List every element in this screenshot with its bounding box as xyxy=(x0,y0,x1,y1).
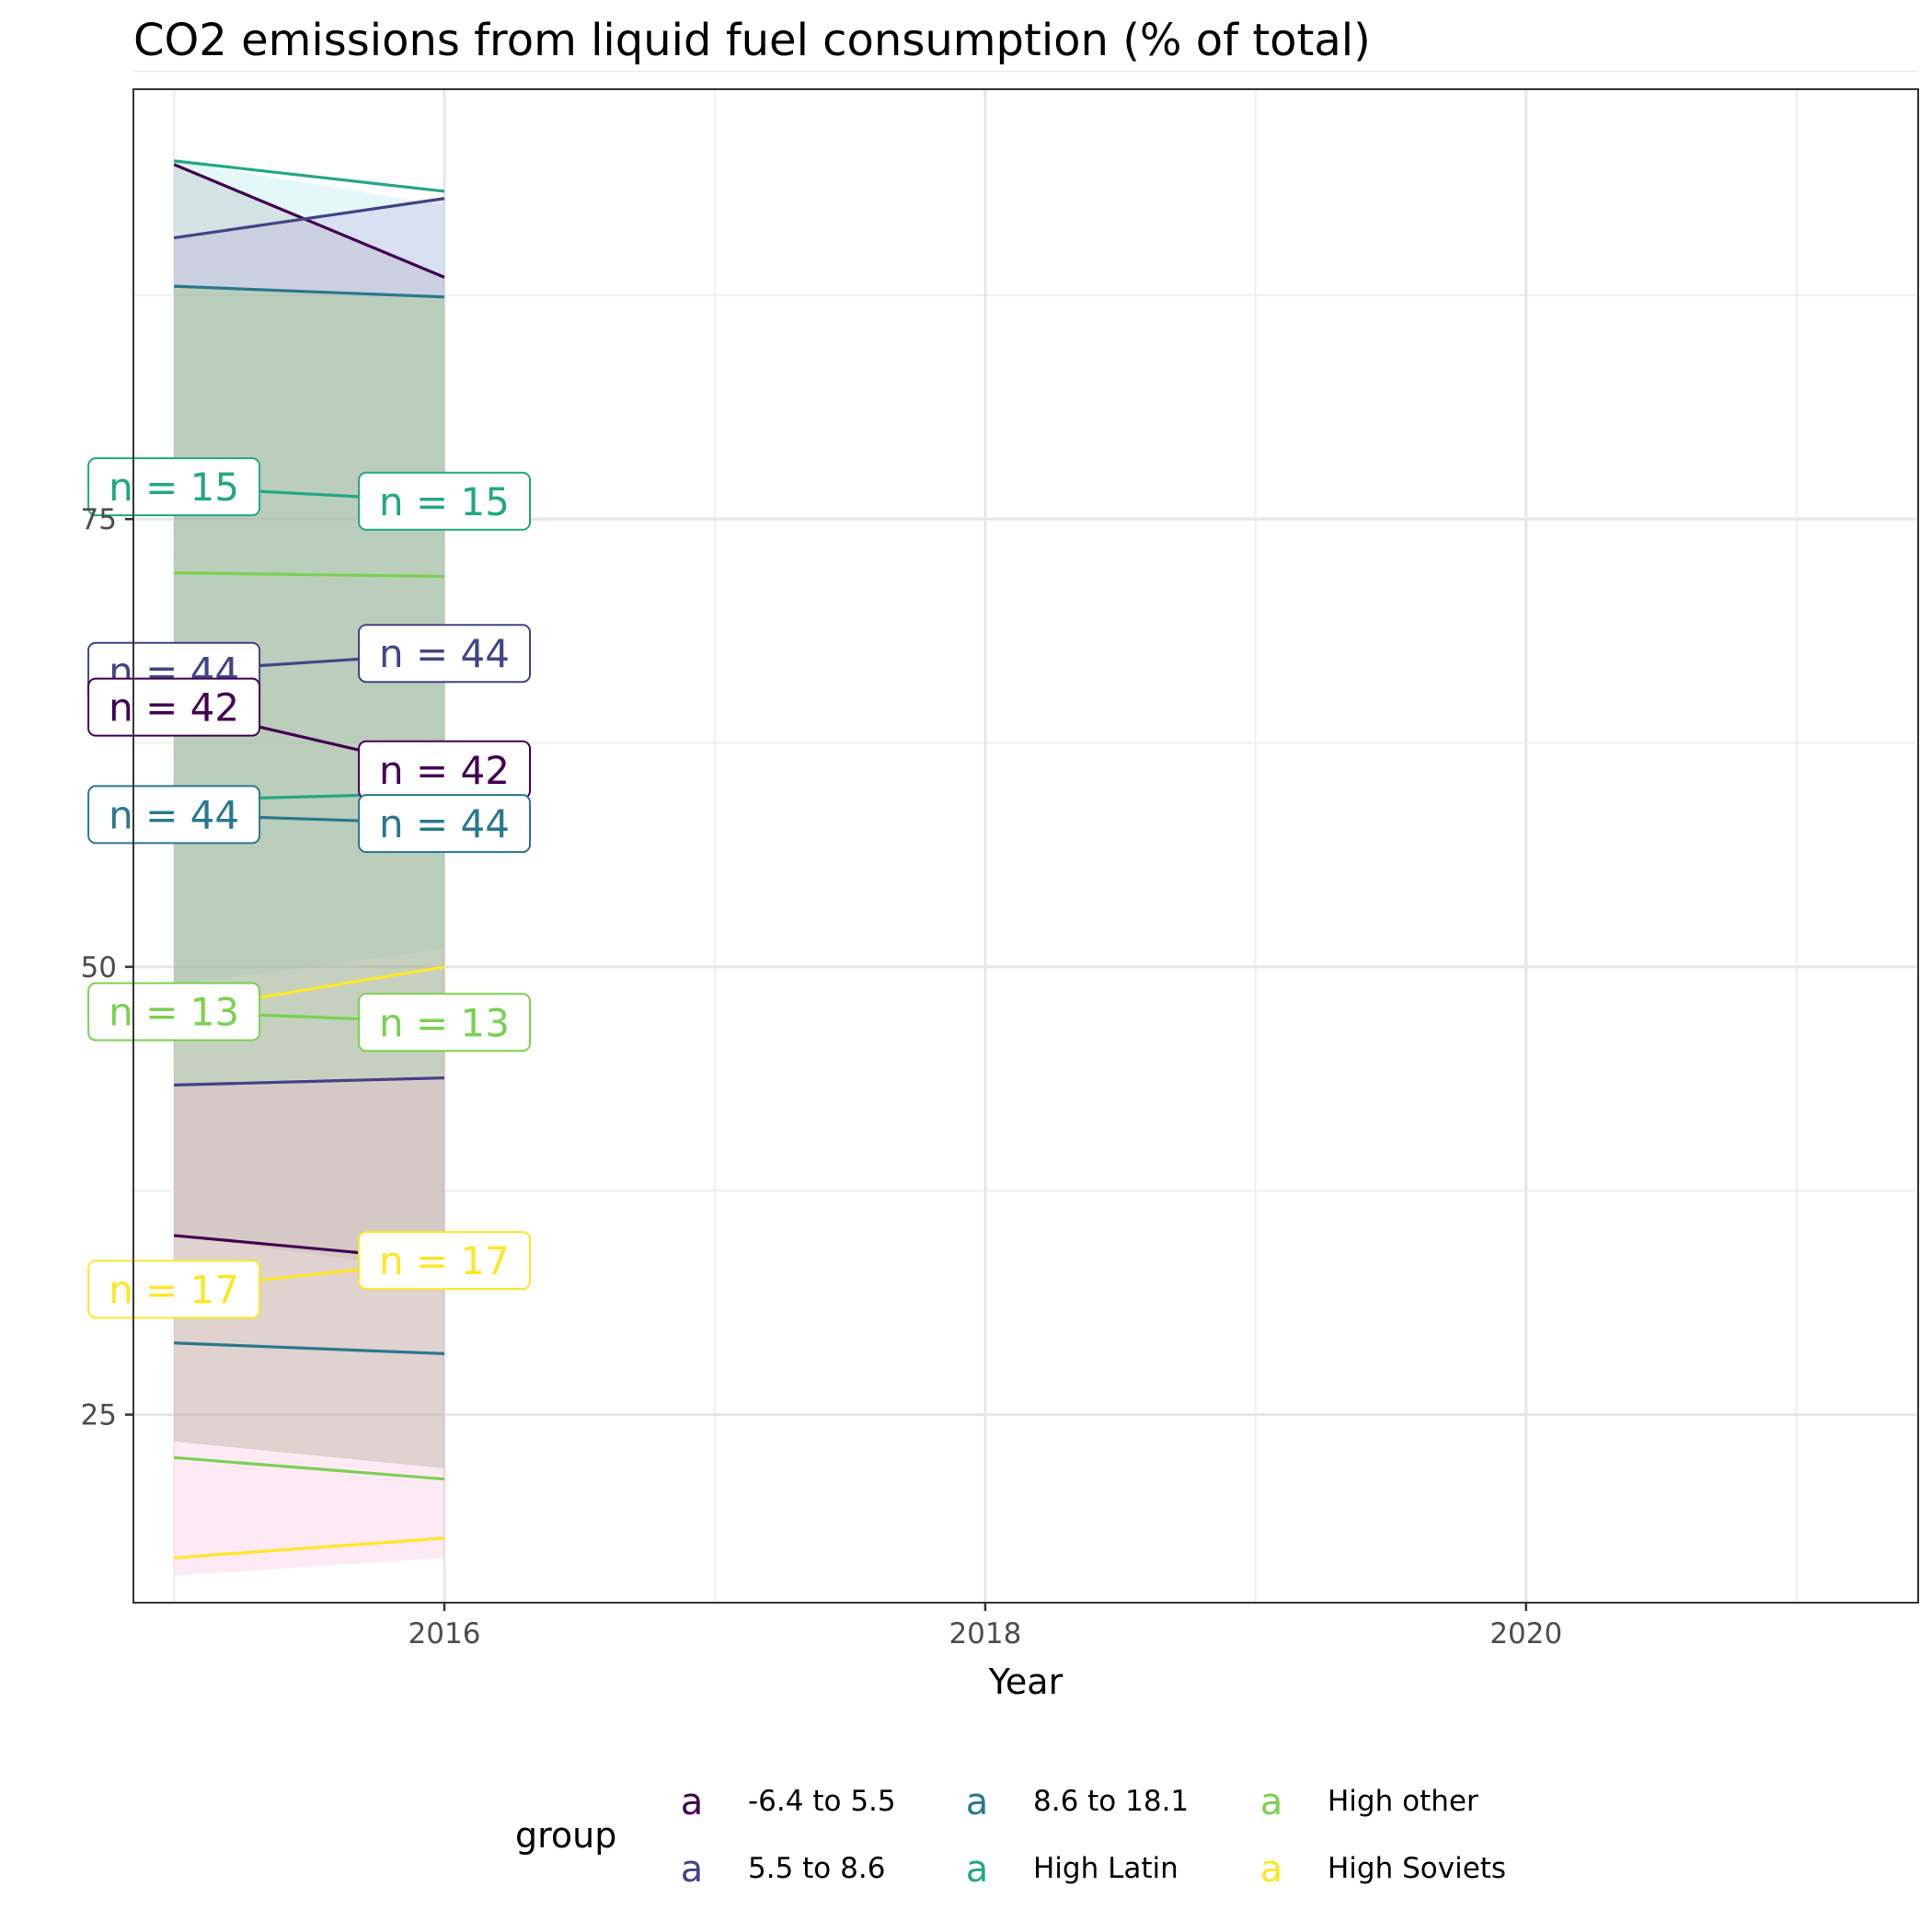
n-count-label-text: n = 15 xyxy=(379,479,510,524)
ribbon-area xyxy=(174,286,445,1468)
legend-label: High Latin xyxy=(1033,1852,1179,1885)
n-count-label-text: n = 44 xyxy=(109,792,239,837)
legend-title: group xyxy=(515,1815,616,1856)
n-count-label-text: n = 42 xyxy=(379,748,510,793)
n-count-label-box xyxy=(87,1259,261,1319)
n-count-label: n = 17 xyxy=(358,1231,532,1291)
n-count-label-text: n = 17 xyxy=(109,1267,239,1312)
legend-key: a xyxy=(681,1848,704,1891)
chart-title: CO2 emissions from liquid fuel consumpti… xyxy=(133,15,1371,66)
n-count-label-text: n = 13 xyxy=(379,1000,510,1045)
y-tick-label: 50 xyxy=(81,951,117,984)
n-count-label: n = 13 xyxy=(358,993,532,1052)
legend-item: a High Latin xyxy=(966,1848,1179,1891)
legend-item: a High other xyxy=(1260,1781,1478,1823)
n-count-label: n = 42 xyxy=(358,740,532,799)
n-count-label: n = 17 xyxy=(87,1259,261,1319)
n-count-label: n = 44 xyxy=(358,794,532,854)
series-line xyxy=(173,1455,445,1481)
series-line xyxy=(173,197,445,240)
n-count-label-box xyxy=(87,982,261,1041)
x-tick-label: 2020 xyxy=(1489,1617,1562,1650)
n-count-label-box xyxy=(358,471,532,531)
n-count-label-box xyxy=(87,457,261,517)
x-tick-label: 2018 xyxy=(949,1617,1021,1650)
legend-label: 8.6 to 18.1 xyxy=(1033,1785,1189,1818)
n-count-label: n = 44 xyxy=(358,624,532,684)
n-count-label-box xyxy=(358,794,532,854)
legend-key: a xyxy=(681,1781,704,1823)
legend-key: a xyxy=(1260,1848,1283,1891)
series-line xyxy=(174,571,445,579)
n-count-label: n = 44 xyxy=(87,785,261,845)
legend-label: -6.4 to 5.5 xyxy=(748,1785,896,1818)
panel-border xyxy=(132,88,1919,1604)
x-axis-title: Year xyxy=(988,1662,1064,1702)
legend-item: a -6.4 to 5.5 xyxy=(681,1781,896,1823)
legend-key: a xyxy=(966,1848,989,1891)
legend-item: a High Soviets xyxy=(1260,1848,1506,1891)
n-count-label-box xyxy=(87,677,261,737)
n-count-label: n = 42 xyxy=(87,677,261,737)
n-count-label: n = 13 xyxy=(87,982,261,1041)
ribbon-area xyxy=(174,1074,445,1576)
n-count-label-box xyxy=(87,785,261,845)
axis-layer: 25 50 75 2016 2018 2020 xyxy=(81,503,1563,1650)
legend: group a -6.4 to 5.5 a 5.5 to 8.6 a 8.6 to 18.1… xyxy=(515,1781,1506,1891)
n-count-label-box xyxy=(358,993,532,1052)
label-layer: n = 15 n = 15 n = 44 n = 44 n = 42 n = 42 n = … xyxy=(87,457,532,1319)
n-count-label-text: n = 42 xyxy=(109,685,239,730)
legend-label: High Soviets xyxy=(1328,1852,1506,1885)
legend-key: a xyxy=(966,1781,989,1823)
n-count-label: n = 15 xyxy=(87,457,261,517)
series-line xyxy=(173,159,445,193)
n-count-label-text: n = 44 xyxy=(379,631,510,676)
legend-label: 5.5 to 8.6 xyxy=(748,1852,885,1885)
legend-item: a 5.5 to 8.6 xyxy=(681,1848,886,1891)
series-line xyxy=(174,284,445,299)
x-tick-label: 2016 xyxy=(408,1617,481,1650)
legend-label: High other xyxy=(1328,1785,1478,1818)
n-count-label-text: n = 15 xyxy=(109,465,239,510)
n-count-label-text: n = 44 xyxy=(379,801,510,846)
series-line xyxy=(174,1076,445,1087)
series-line xyxy=(173,1536,445,1559)
n-count-label-text: n = 13 xyxy=(109,990,239,1035)
n-count-label: n = 15 xyxy=(358,471,532,531)
y-tick-label: 25 xyxy=(81,1399,117,1432)
legend-key: a xyxy=(1260,1781,1283,1823)
series-line xyxy=(174,1341,445,1356)
series-line xyxy=(173,163,445,279)
n-count-label-box xyxy=(358,624,532,684)
ribbon-layer xyxy=(174,160,445,1576)
n-count-label-text: n = 17 xyxy=(379,1238,510,1283)
y-tick-label: 75 xyxy=(81,503,117,536)
n-count-label-box xyxy=(358,1231,532,1291)
legend-item: a 8.6 to 18.1 xyxy=(966,1781,1189,1823)
